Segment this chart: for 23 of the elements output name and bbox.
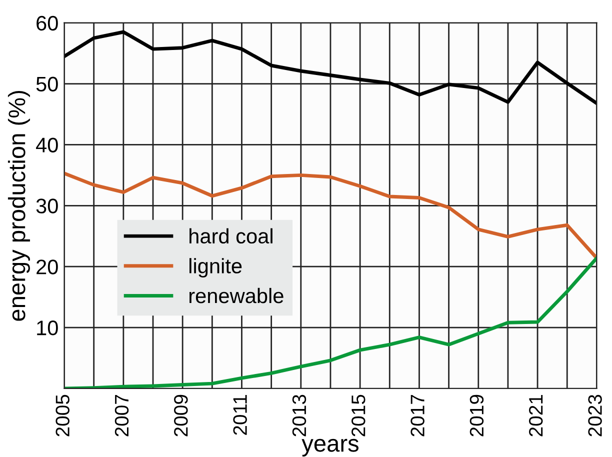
legend-label: hard coal <box>190 228 272 244</box>
x-tick-label: 2009 <box>174 394 188 436</box>
x-axis-title: years <box>302 438 358 456</box>
x-tick-label: 2011 <box>233 394 247 435</box>
x-tick-label: 2017 <box>410 394 424 436</box>
line-series <box>64 172 597 260</box>
y-tick-label: 50 <box>36 76 58 92</box>
x-tick-label: 2013 <box>292 394 306 436</box>
y-tick-label: 30 <box>36 198 58 214</box>
x-tick-label: 2021 <box>528 394 543 436</box>
legend-label: lignite <box>190 258 242 278</box>
x-tick-label: 2019 <box>470 394 484 436</box>
y-tick-label: 20 <box>36 260 58 274</box>
y-tick-label: 10 <box>37 320 58 336</box>
y-axis-title: energy production (%) <box>8 90 30 321</box>
x-tick-label: 2015 <box>352 394 366 436</box>
x-tick-label: 2023 <box>588 394 602 436</box>
y-tick-label: 40 <box>36 138 58 152</box>
legend-label: renewable <box>189 288 284 304</box>
x-tick-label: 2005 <box>56 394 70 436</box>
line-series <box>64 30 597 106</box>
y-tick-label: 60 <box>36 16 58 31</box>
x-tick-label: 2007 <box>114 394 129 436</box>
